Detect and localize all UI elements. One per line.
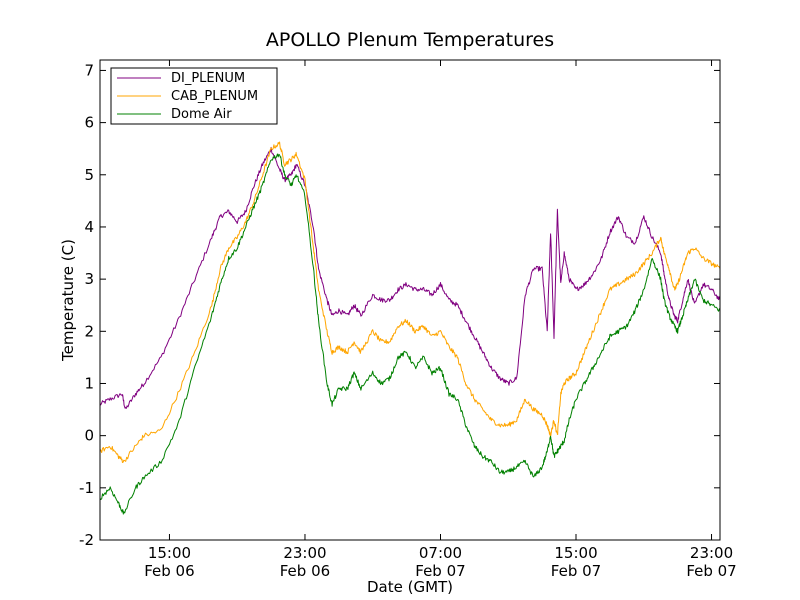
y-tick-label: 3 [84,270,94,288]
legend-label-di-plenum: DI_PLENUM [171,71,245,86]
plot-frame [99,59,721,541]
legend-label-cab-plenum: CAB_PLENUM [171,89,258,104]
plot-area [100,60,720,540]
legend-label-dome-air: Dome Air [171,107,232,122]
y-tick-label: -1 [79,479,94,497]
x-tick-label-time: 15:00 [148,544,191,562]
x-tick-label-date: Feb 06 [280,562,330,580]
x-tick-label-date: Feb 06 [144,562,194,580]
x-tick-label-date: Feb 07 [551,562,601,580]
y-tick-label: 5 [84,166,94,184]
series-line-dome-air [99,153,721,515]
y-tick-label: 4 [84,218,94,236]
y-tick-label: 2 [84,322,94,340]
y-axis-title: Temperature (C) [59,239,77,362]
x-tick-label-date: Feb 07 [415,562,465,580]
y-tick-label: 0 [84,427,94,445]
series-line-di-plenum [99,146,721,409]
legend: DI_PLENUM CAB_PLENUM Dome Air [110,67,278,125]
x-tick-label-time: 07:00 [419,544,462,562]
y-tick-label: 1 [84,374,94,392]
chart-title: APOLLO Plenum Temperatures [266,29,554,51]
x-tick-label-time: 23:00 [283,544,326,562]
y-tick-label: 6 [84,114,94,132]
y-tick-label: 7 [84,61,94,79]
x-tick-label-date: Feb 07 [686,562,736,580]
series-layer [99,141,721,515]
series-line-cab-plenum [99,141,721,463]
x-tick-label-time: 15:00 [554,544,597,562]
x-tick-label-time: 23:00 [690,544,733,562]
y-tick-label: -2 [79,531,94,549]
x-axis-title: Date (GMT) [367,578,453,596]
